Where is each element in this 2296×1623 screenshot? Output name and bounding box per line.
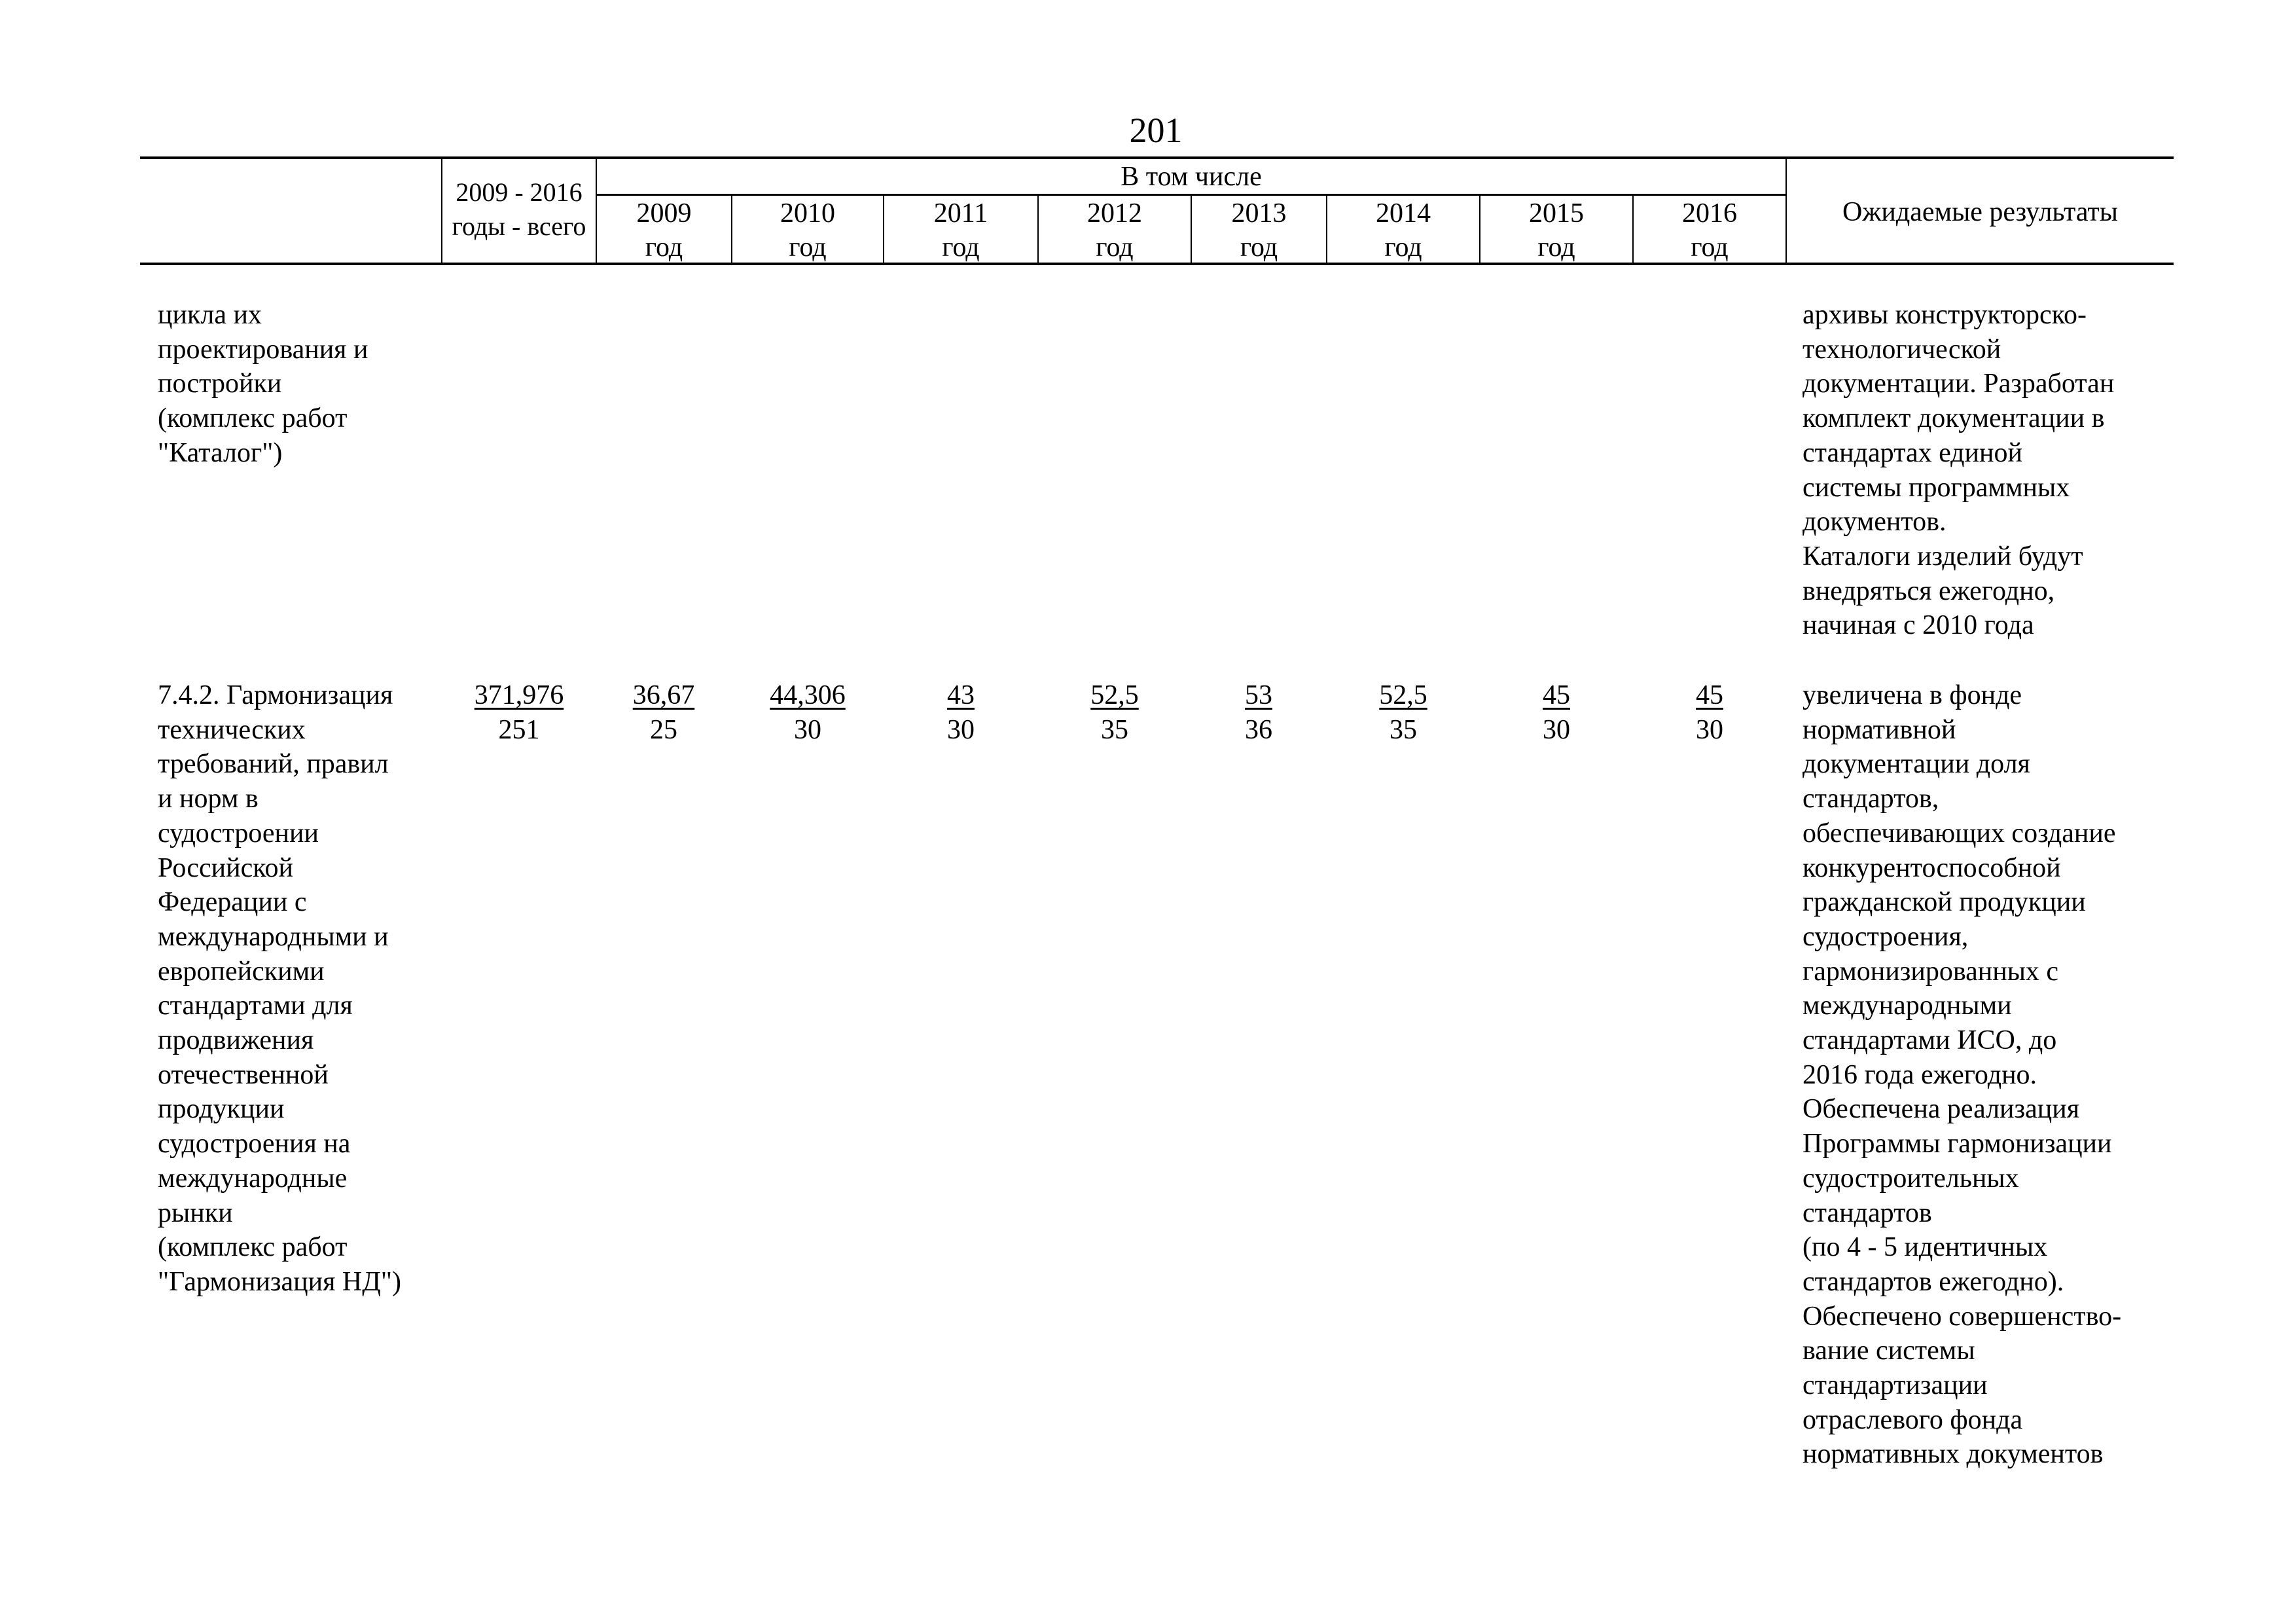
value-numerator: 53 — [1245, 680, 1272, 710]
value-numerator: 52,5 — [1090, 680, 1139, 710]
col-divider — [731, 194, 732, 264]
value-numerator: 43 — [947, 680, 975, 710]
page-number: 201 — [1129, 111, 1183, 150]
col-divider — [1326, 194, 1327, 264]
header-including: В том числе — [1121, 162, 1262, 192]
row-2-results: увеличена в фонде нормативной документац… — [1803, 680, 2122, 1470]
table-header-bottom-rule — [140, 263, 2174, 265]
col-divider — [1632, 194, 1634, 264]
col-divider — [1037, 194, 1039, 264]
header-year-2012: 2012 год — [1087, 198, 1142, 263]
row-2-value-bottom: 36 — [1245, 715, 1272, 745]
header-year-2013: 2013 год — [1231, 198, 1287, 263]
col-divider — [883, 194, 884, 264]
value-numerator: 45 — [1696, 680, 1723, 710]
row-2-value-bottom: 251 — [498, 715, 540, 745]
value-numerator: 45 — [1543, 680, 1570, 710]
header-year-2009: 2009 год — [636, 198, 692, 263]
row-2-value-bottom: 30 — [794, 715, 821, 745]
row-2-value-bottom: 30 — [1696, 715, 1723, 745]
row-2-value-top: 53 — [1187, 678, 1331, 712]
col-divider — [1191, 194, 1192, 264]
row-2-value-bottom: 35 — [1101, 715, 1128, 745]
row-2-value-top: 36,67 — [592, 678, 736, 712]
row-2-value-top: 44,306 — [736, 678, 880, 712]
header-year-2015: 2015 год — [1529, 198, 1584, 263]
row-2-value-top: 45 — [1484, 678, 1628, 712]
table-top-rule — [140, 156, 2174, 159]
row-2-value-top: 52,5 — [1043, 678, 1187, 712]
header-results: Ожидаемые результаты — [1842, 197, 2118, 227]
header-year-2011: 2011 год — [933, 198, 988, 263]
row-2-value-bottom: 30 — [1543, 715, 1570, 745]
header-total: 2009 - 2016 годы - всего — [452, 177, 586, 241]
row-2-value-bottom: 35 — [1390, 715, 1417, 745]
col-divider — [1785, 158, 1787, 264]
col-divider — [596, 158, 597, 264]
row-1-name: цикла их проектирования и постройки (ком… — [158, 300, 368, 468]
row-2-value-bottom: 30 — [947, 715, 975, 745]
header-year-2016: 2016 год — [1682, 198, 1737, 263]
row-2-value-top: 43 — [889, 678, 1033, 712]
col-divider — [441, 158, 442, 264]
col-divider — [1479, 194, 1480, 264]
header-year-2014: 2014 год — [1376, 198, 1431, 263]
header-year-2010: 2010 год — [780, 198, 835, 263]
row-2-value-top: 371,976 — [447, 678, 591, 712]
row-1-results: архивы конструкторско- технологической д… — [1803, 300, 2115, 641]
value-numerator: 44,306 — [770, 680, 846, 710]
row-2-name: 7.4.2. Гармонизация технических требован… — [158, 680, 402, 1297]
row-2-value-top: 45 — [1638, 678, 1782, 712]
value-numerator: 371,976 — [474, 680, 564, 710]
value-numerator: 52,5 — [1379, 680, 1427, 710]
value-numerator: 36,67 — [632, 680, 695, 710]
row-2-value-bottom: 25 — [650, 715, 677, 745]
row-2-value-top: 52,5 — [1331, 678, 1475, 712]
